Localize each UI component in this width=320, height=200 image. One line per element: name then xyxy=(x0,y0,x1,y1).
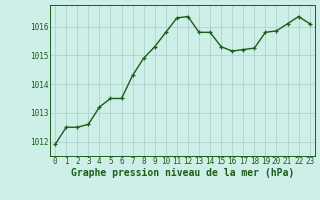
X-axis label: Graphe pression niveau de la mer (hPa): Graphe pression niveau de la mer (hPa) xyxy=(71,168,294,178)
